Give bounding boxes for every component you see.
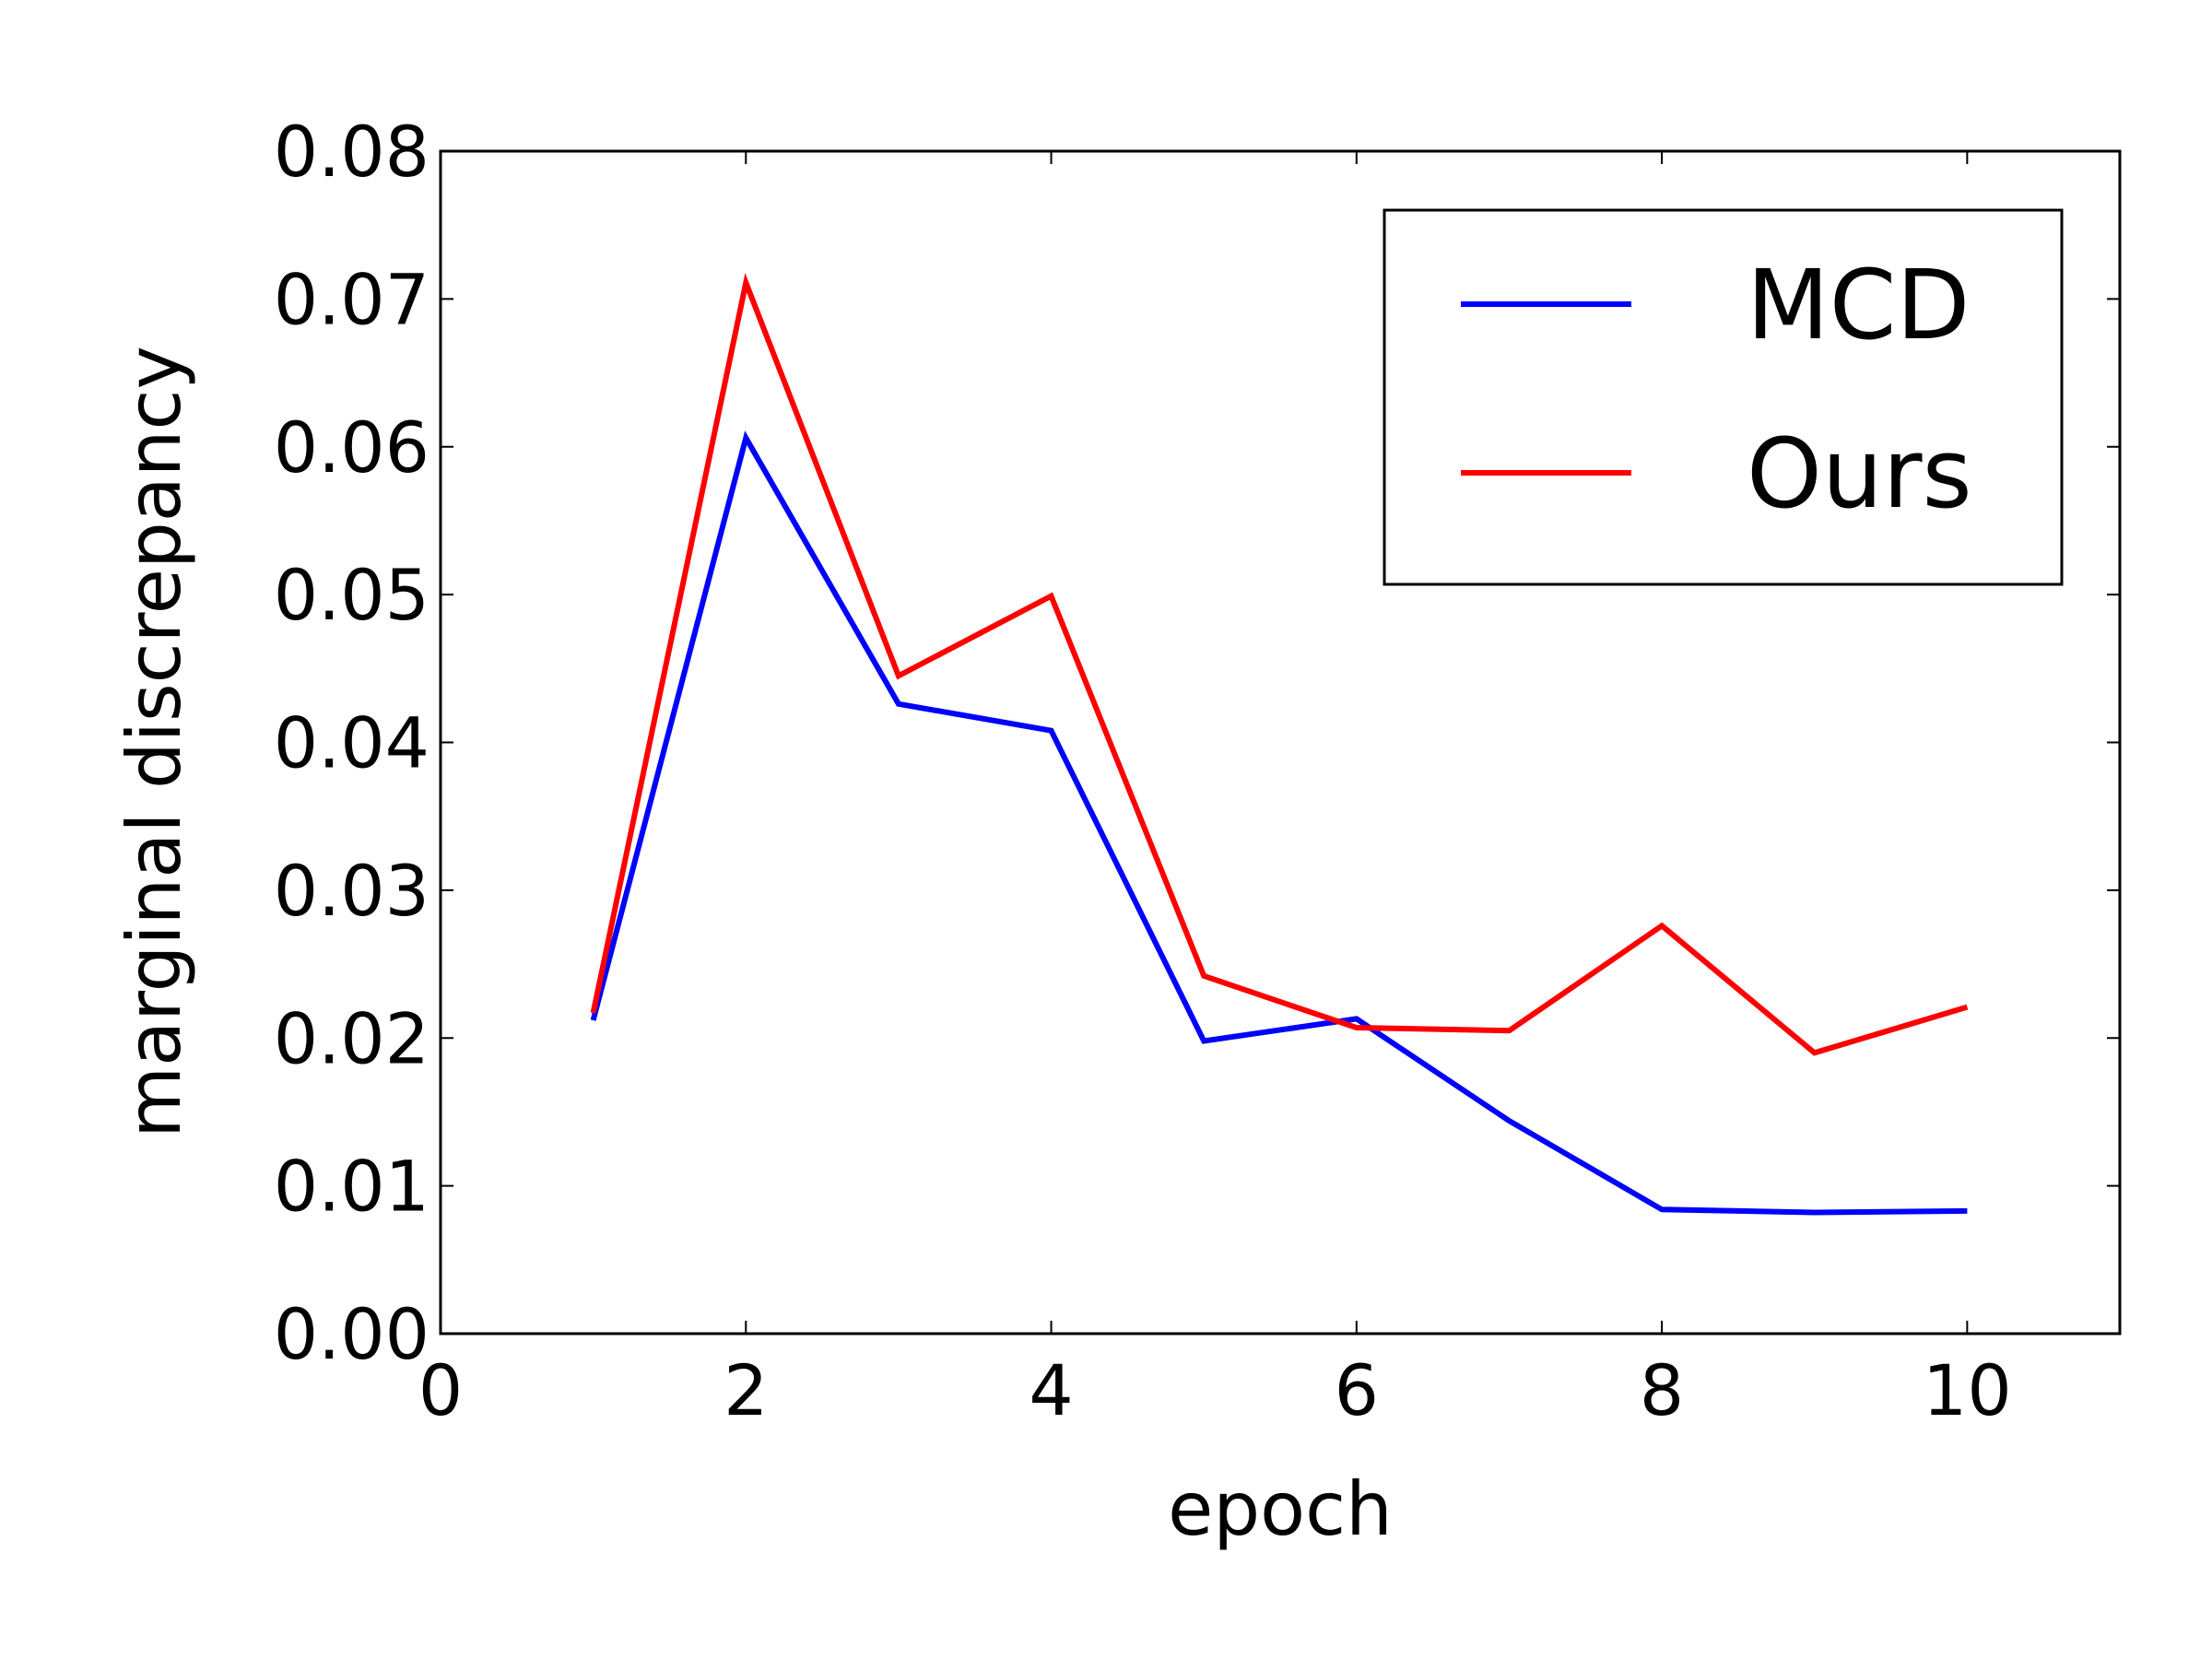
y-tick-label: 0.06 [274, 406, 429, 488]
x-tick-label: 10 [1923, 1349, 2012, 1431]
legend-frame [1382, 208, 2064, 586]
series-line-ours [590, 273, 1969, 1056]
y-tick-label: 0.01 [274, 1146, 429, 1228]
x-tick-label: 8 [1640, 1349, 1684, 1431]
y-tick-label: 0.00 [274, 1293, 429, 1375]
x-tick-label: 0 [418, 1349, 463, 1431]
legend-label-mcd: MCD [1747, 249, 1970, 361]
y-tick-label: 0.03 [274, 850, 429, 932]
x-tick-label: 6 [1335, 1349, 1379, 1431]
legend-label-ours: Ours [1747, 418, 1972, 530]
y-tick-label: 0.07 [274, 258, 429, 340]
series-line-mcd [590, 430, 1968, 1216]
y-axis-label: marginal discrepancy [112, 346, 197, 1138]
y-tick-label: 0.08 [274, 111, 429, 193]
tick-labels-layer: 0 2 4 6 8 10 0.00 0.01 0.02 0.03 0.04 0.05 0.06 0.07 0… [274, 111, 2012, 1431]
x-axis-label: epoch [1168, 1466, 1393, 1552]
y-tick-label: 0.04 [274, 702, 429, 784]
series-layer [590, 273, 1969, 1216]
x-tick-label: 4 [1029, 1349, 1073, 1431]
y-tick-label: 0.05 [274, 554, 429, 636]
legend: MCD Ours [1382, 208, 2064, 586]
x-tick-label: 2 [724, 1349, 768, 1431]
plot-frame [439, 149, 2122, 1335]
y-tick-label: 0.02 [274, 997, 429, 1079]
